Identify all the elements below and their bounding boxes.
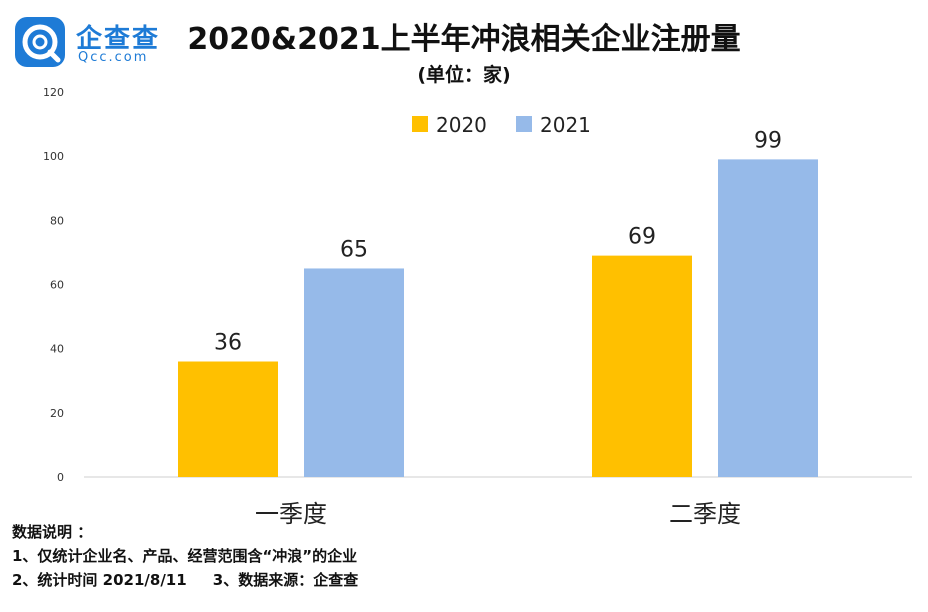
legend-label-2020: 2020 [436, 113, 487, 137]
bar-2020-1 [178, 361, 278, 477]
data-label-2021-1: 65 [340, 237, 368, 262]
legend-swatch-2021 [516, 116, 532, 132]
legend-swatch-2020 [412, 116, 428, 132]
y-tick-label: 40 [50, 343, 64, 356]
y-tick-label: 20 [50, 407, 64, 420]
logo-name: 企查查 [76, 24, 161, 54]
y-tick-label: 120 [43, 86, 64, 99]
qcc-logo-icon [15, 17, 65, 67]
logo-domain: Qcc.com [78, 50, 149, 65]
y-tick-label: 0 [57, 471, 64, 484]
legend-label-2021: 2021 [540, 113, 591, 137]
chart-title: 2020&2021上半年冲浪相关企业注册量 [187, 22, 741, 57]
x-tick-label: 一季度 [255, 500, 327, 528]
notes-heading: 数据说明 ： [12, 523, 93, 541]
notes-line-2: 2、统计时间 2021/8/11 3、数据来源：企查查 [12, 571, 359, 589]
data-label-2021-2: 99 [754, 128, 782, 153]
x-tick-label: 二季度 [669, 500, 741, 528]
bar-2021-1 [304, 268, 404, 477]
data-label-2020-2: 69 [628, 225, 656, 250]
data-label-2020-1: 36 [214, 331, 242, 356]
chart-subtitle: (单位：家) [417, 64, 511, 86]
bar-2020-2 [592, 255, 692, 477]
logo: 企查查 Qcc.com [14, 14, 184, 70]
bar-2021-2 [718, 159, 818, 477]
data-notes: 数据说明 ： 1、仅统计企业名、产品、经营范围含“冲浪”的企业 2、统计时间 2… [12, 520, 358, 592]
notes-line-1: 1、仅统计企业名、产品、经营范围含“冲浪”的企业 [12, 547, 358, 565]
y-tick-label: 100 [43, 150, 64, 163]
y-tick-label: 80 [50, 214, 64, 227]
bar-chart: 0 20 40 60 80 100 120 36 65 一季度 69 99 二季度 2020 2021 [43, 86, 912, 528]
y-tick-label: 60 [50, 279, 64, 292]
